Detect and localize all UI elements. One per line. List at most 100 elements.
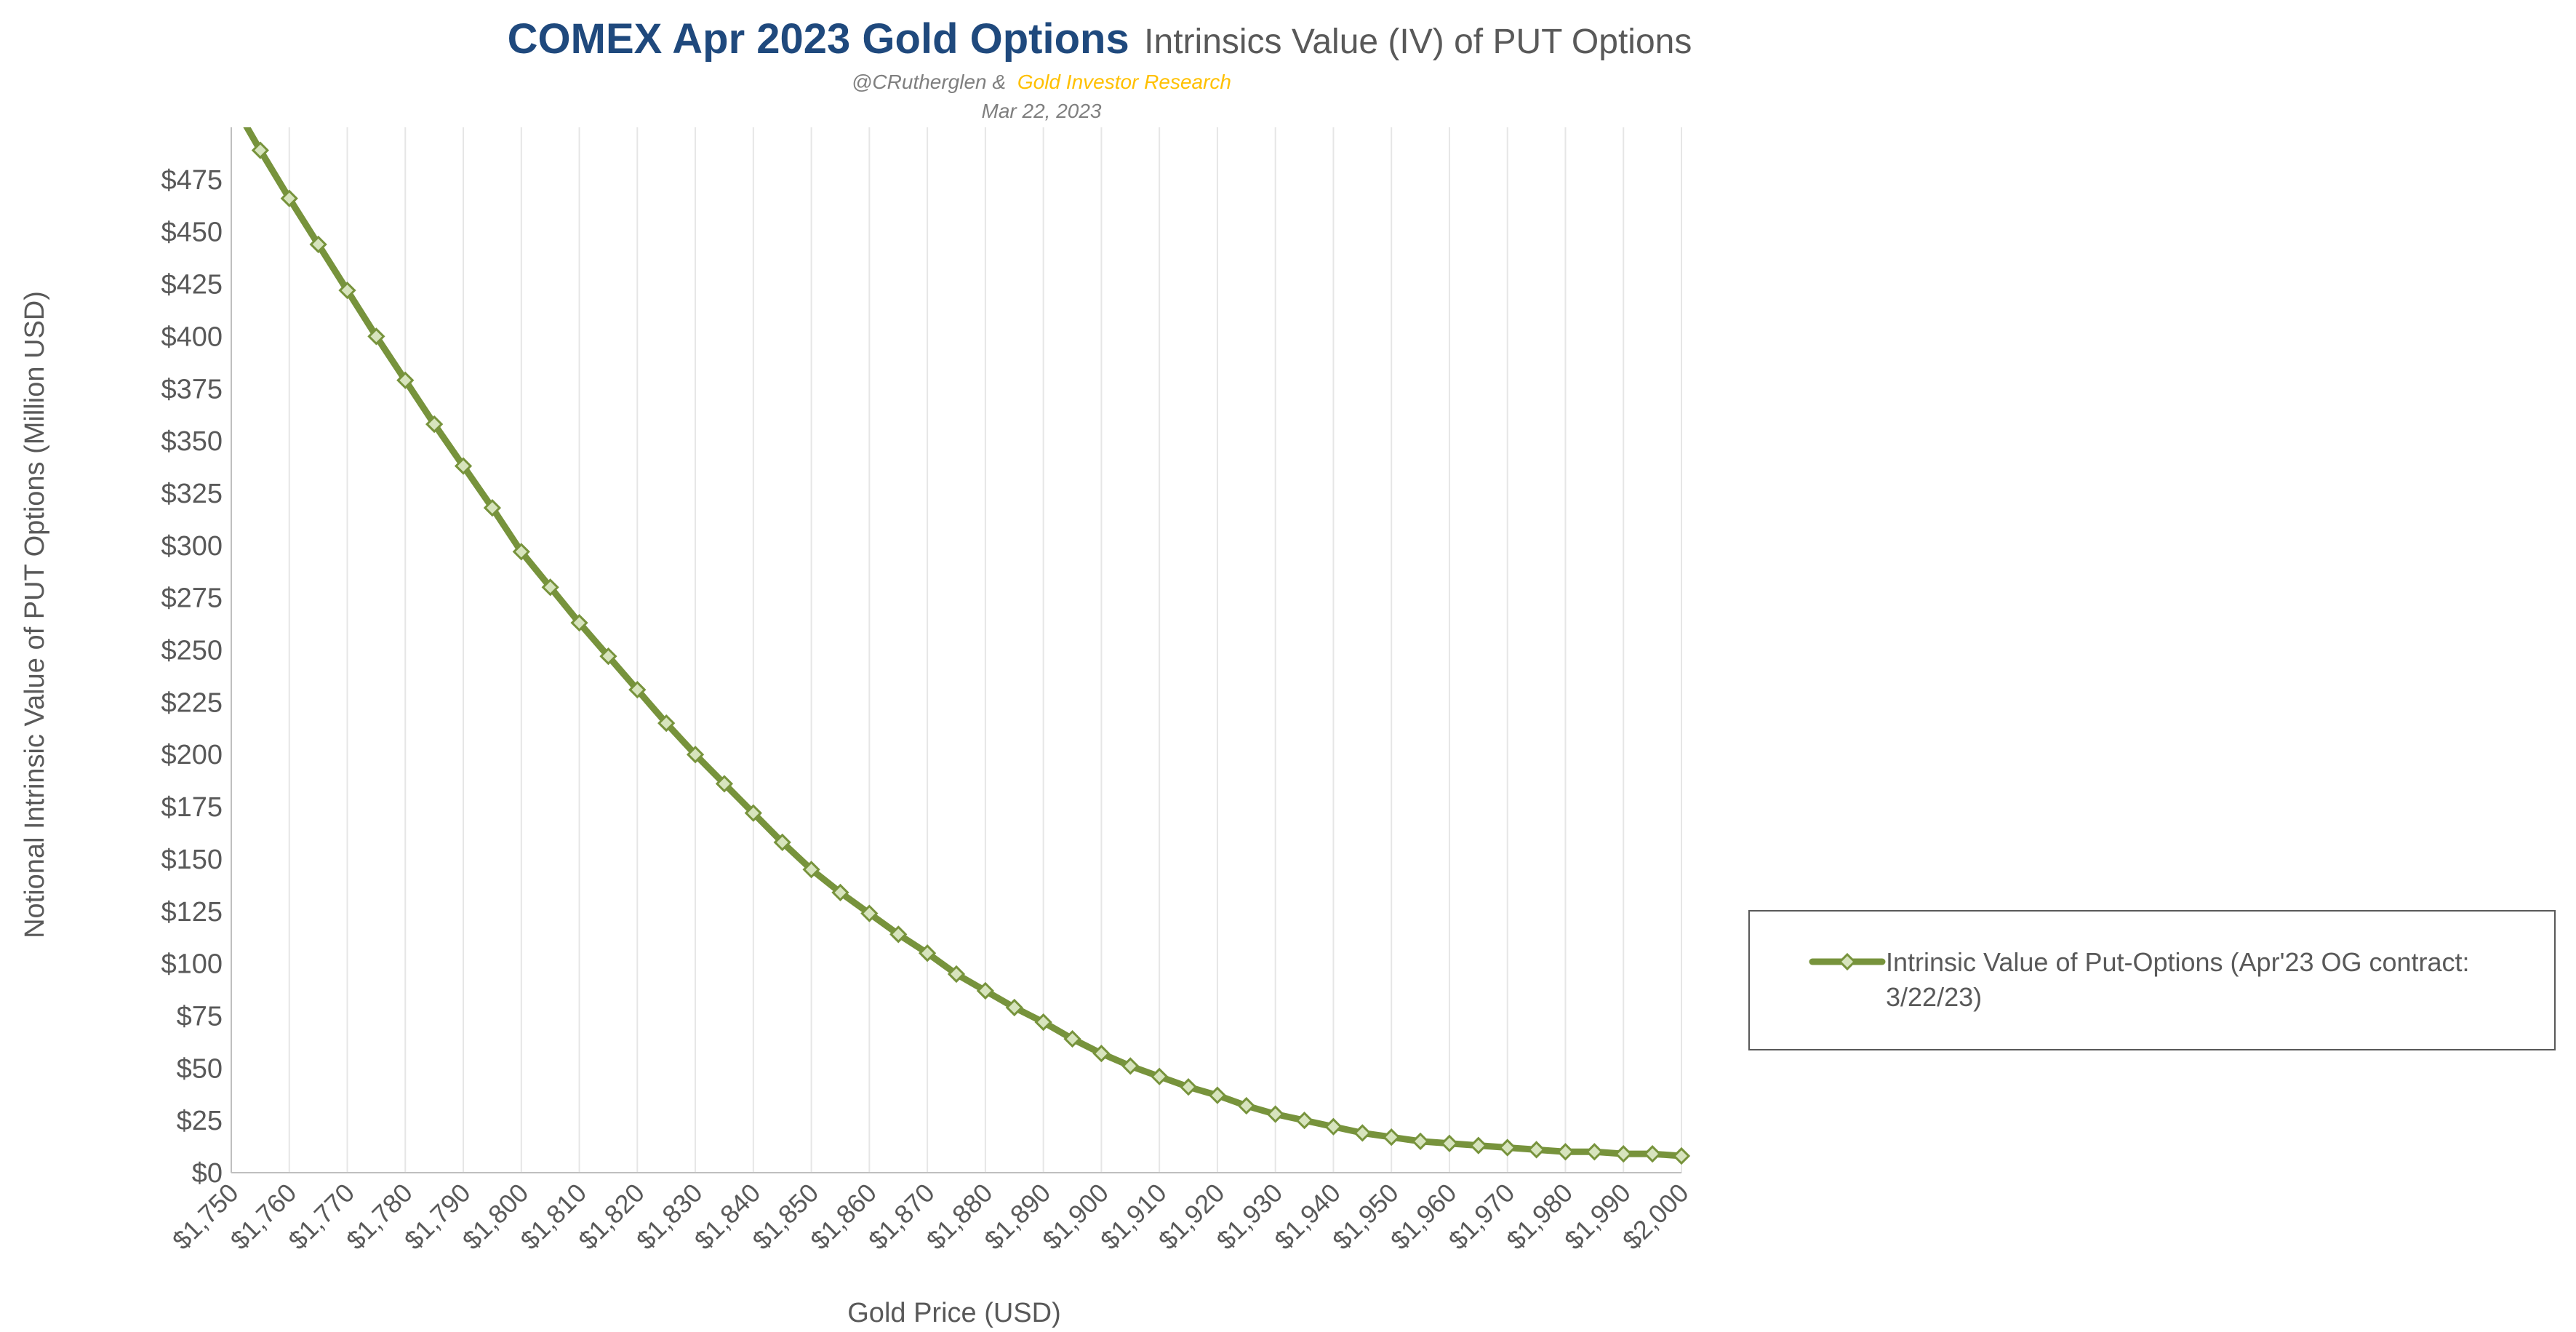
data-point-marker xyxy=(280,189,298,207)
x-tick-label: $1,800 xyxy=(457,1178,535,1256)
data-point-marker xyxy=(1411,1132,1430,1151)
y-axis-title: Notional Intrinsic Value of PUT Options … xyxy=(20,291,50,938)
data-point-marker xyxy=(1353,1124,1372,1142)
y-tick-label: $75 xyxy=(177,1001,223,1032)
data-point-marker xyxy=(860,904,879,922)
data-point-marker xyxy=(1208,1086,1227,1104)
x-tick-label: $1,890 xyxy=(978,1178,1056,1256)
x-tick-label: $1,940 xyxy=(1268,1178,1346,1256)
chart-date: Mar 22, 2023 xyxy=(982,100,1102,122)
y-tick-label: $100 xyxy=(161,949,223,980)
data-point-marker xyxy=(1295,1112,1313,1130)
x-tick-label: $1,780 xyxy=(340,1178,418,1256)
data-point-marker xyxy=(744,804,762,822)
data-point-marker xyxy=(454,457,473,475)
y-tick-label: $300 xyxy=(161,531,223,562)
data-point-marker xyxy=(1237,1096,1255,1115)
x-tick-label: $1,960 xyxy=(1385,1178,1463,1256)
data-point-marker xyxy=(251,141,270,159)
legend-marker-swatch xyxy=(1838,952,1857,971)
y-tick-label: $425 xyxy=(161,270,223,300)
data-point-marker xyxy=(483,498,502,517)
credit-org: Gold Investor Research xyxy=(1017,71,1231,93)
data-point-marker xyxy=(715,775,734,793)
x-tick-label: $1,870 xyxy=(863,1178,940,1256)
x-tick-label: $1,880 xyxy=(921,1178,999,1256)
y-tick-label: $450 xyxy=(161,218,223,248)
data-point-marker xyxy=(976,981,995,1000)
y-tick-label: $325 xyxy=(161,479,223,509)
y-axis-tick-labels: $0 $25 $50 $75 $100 $125 $150 $175 $200 $225 $250 $… xyxy=(161,165,223,1189)
data-point-marker xyxy=(541,578,559,597)
data-point-marker xyxy=(396,371,415,389)
x-tick-label: $1,760 xyxy=(225,1178,303,1256)
data-point-marker xyxy=(1324,1117,1343,1136)
y-tick-label: $275 xyxy=(161,583,223,614)
data-point-marker xyxy=(1034,1013,1052,1032)
y-tick-label: $25 xyxy=(177,1106,223,1136)
x-tick-label: $1,840 xyxy=(689,1178,767,1256)
y-tick-label: $350 xyxy=(161,426,223,457)
data-point-marker xyxy=(1440,1134,1459,1152)
data-point-marker xyxy=(802,861,820,879)
data-point-marker xyxy=(1643,1145,1662,1163)
y-tick-label: $0 xyxy=(192,1158,223,1189)
axes xyxy=(231,127,1681,1173)
credit-handle: @CRutherglen & xyxy=(852,71,1006,93)
y-tick-label: $375 xyxy=(161,374,223,404)
data-point-marker xyxy=(831,883,849,902)
y-tick-label: $225 xyxy=(161,687,223,718)
data-point-marker xyxy=(1498,1138,1516,1157)
data-point-marker xyxy=(338,282,356,300)
x-tick-label: $1,930 xyxy=(1210,1178,1288,1256)
series-line xyxy=(243,127,1685,1160)
data-point-marker xyxy=(367,327,385,346)
data-point-marker xyxy=(1556,1143,1575,1161)
data-point-marker xyxy=(1005,998,1023,1017)
x-tick-label: $1,770 xyxy=(282,1178,360,1256)
data-point-marker xyxy=(1585,1143,1604,1161)
y-tick-label: $475 xyxy=(161,165,223,196)
x-axis-tick-labels: $1,750$1,760$1,770$1,780$1,790$1,800$1,8… xyxy=(167,1178,1695,1256)
x-tick-label: $1,900 xyxy=(1036,1178,1114,1256)
y-tick-label: $175 xyxy=(161,792,223,823)
x-tick-label: $1,820 xyxy=(572,1178,650,1256)
data-point-marker xyxy=(1121,1057,1140,1075)
legend: Intrinsic Value of Put-Options (Apr'23 O… xyxy=(1748,910,2556,1050)
x-tick-label: $1,790 xyxy=(399,1178,476,1256)
data-point-marker xyxy=(1383,1128,1401,1146)
chart-credit: @CRutherglen & Gold Investor Research xyxy=(852,71,1231,93)
x-tick-label: $1,810 xyxy=(514,1178,592,1256)
data-point-marker xyxy=(224,93,239,108)
data-point-marker xyxy=(1527,1141,1545,1159)
x-tick-label: $1,920 xyxy=(1153,1178,1231,1256)
legend-label-line-1: Intrinsic Value of Put-Options (Apr'23 O… xyxy=(1886,947,2470,977)
data-point-marker xyxy=(1092,1045,1111,1063)
gridlines xyxy=(231,127,1682,1173)
data-point-marker xyxy=(1151,1067,1169,1085)
data-point-marker xyxy=(1615,1145,1633,1163)
data-point-marker xyxy=(425,415,444,434)
x-tick-label: $1,910 xyxy=(1095,1178,1172,1256)
data-point-marker xyxy=(1063,1029,1081,1048)
data-point-marker xyxy=(1469,1136,1487,1154)
legend-label: Intrinsic Value of Put-Options (Apr'23 O… xyxy=(1886,947,2477,1012)
x-tick-label: $1,980 xyxy=(1500,1178,1578,1256)
x-tick-label: $1,950 xyxy=(1327,1178,1404,1256)
data-point-marker xyxy=(570,614,588,632)
y-tick-label: $150 xyxy=(161,845,223,875)
data-point-marker xyxy=(1672,1146,1691,1165)
y-tick-label: $50 xyxy=(177,1053,223,1084)
legend-box xyxy=(1748,910,2556,1050)
data-point-marker xyxy=(918,944,937,962)
x-tick-label: $2,000 xyxy=(1617,1178,1695,1256)
x-tick-label: $1,750 xyxy=(167,1178,244,1256)
series-intrinsic-value xyxy=(224,93,1691,1165)
y-tick-label: $400 xyxy=(161,322,223,352)
data-point-marker xyxy=(1179,1078,1198,1096)
data-point-marker xyxy=(889,925,908,944)
x-axis-title: Gold Price (USD) xyxy=(847,1298,1061,1328)
data-point-marker xyxy=(628,680,647,699)
chart-title-main: COMEX Apr 2023 Gold Options xyxy=(508,15,1129,63)
